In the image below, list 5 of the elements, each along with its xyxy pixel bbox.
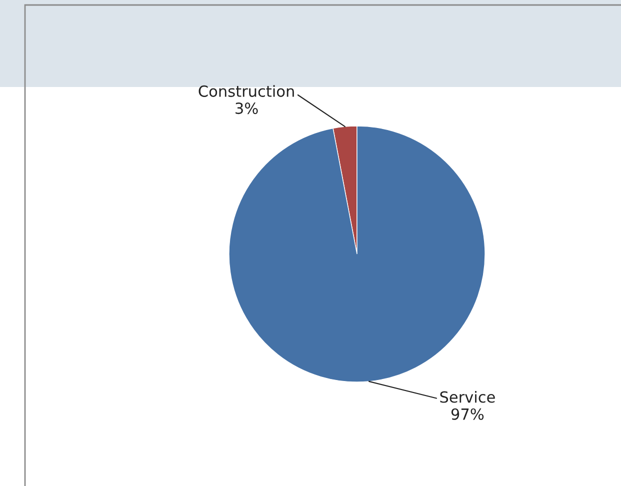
pie-slice [228,126,486,382]
slice-label: Construction [198,85,294,97]
data-label: 97% [451,408,484,420]
data-label: 3% [236,102,258,114]
slice-label: Service [440,390,495,403]
